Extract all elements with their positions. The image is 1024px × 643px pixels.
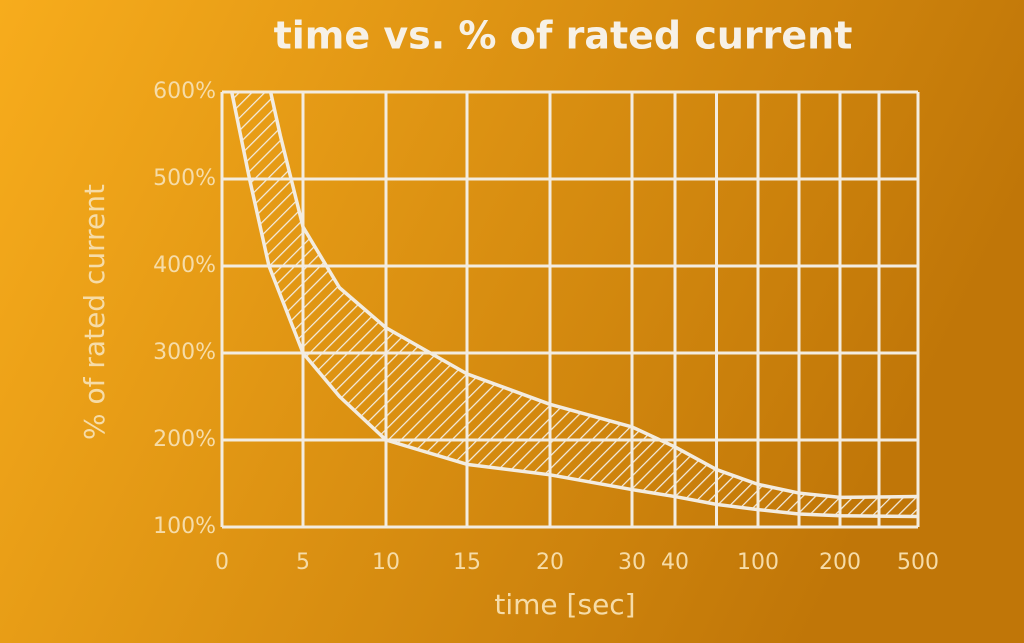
x-tick-label: 100 — [737, 550, 779, 575]
y-tick-label: 200% — [153, 427, 216, 452]
x-axis-label: time [sec] — [494, 588, 635, 621]
x-tick-label: 40 — [661, 550, 689, 575]
y-tick-label: 500% — [153, 166, 216, 191]
y-axis-label: % of rated current — [78, 184, 111, 440]
x-tick-label: 15 — [453, 550, 481, 575]
band-fill — [231, 92, 918, 517]
x-tick-label: 5 — [296, 550, 310, 575]
chart-title: time vs. % of rated current — [274, 14, 853, 58]
y-tick-label: 100% — [153, 514, 216, 539]
curve — [230, 92, 918, 519]
x-tick-label: 30 — [618, 550, 646, 575]
x-tick-label: 0 — [215, 550, 229, 575]
y-tick-label: 300% — [153, 340, 216, 365]
x-tick-label: 200 — [819, 550, 861, 575]
curve — [268, 92, 918, 500]
y-tick-label: 600% — [153, 79, 216, 104]
x-tick-label: 20 — [536, 550, 564, 575]
y-tick-label: 400% — [153, 253, 216, 278]
x-tick-label: 10 — [372, 550, 400, 575]
x-tick-label: 500 — [897, 550, 939, 575]
